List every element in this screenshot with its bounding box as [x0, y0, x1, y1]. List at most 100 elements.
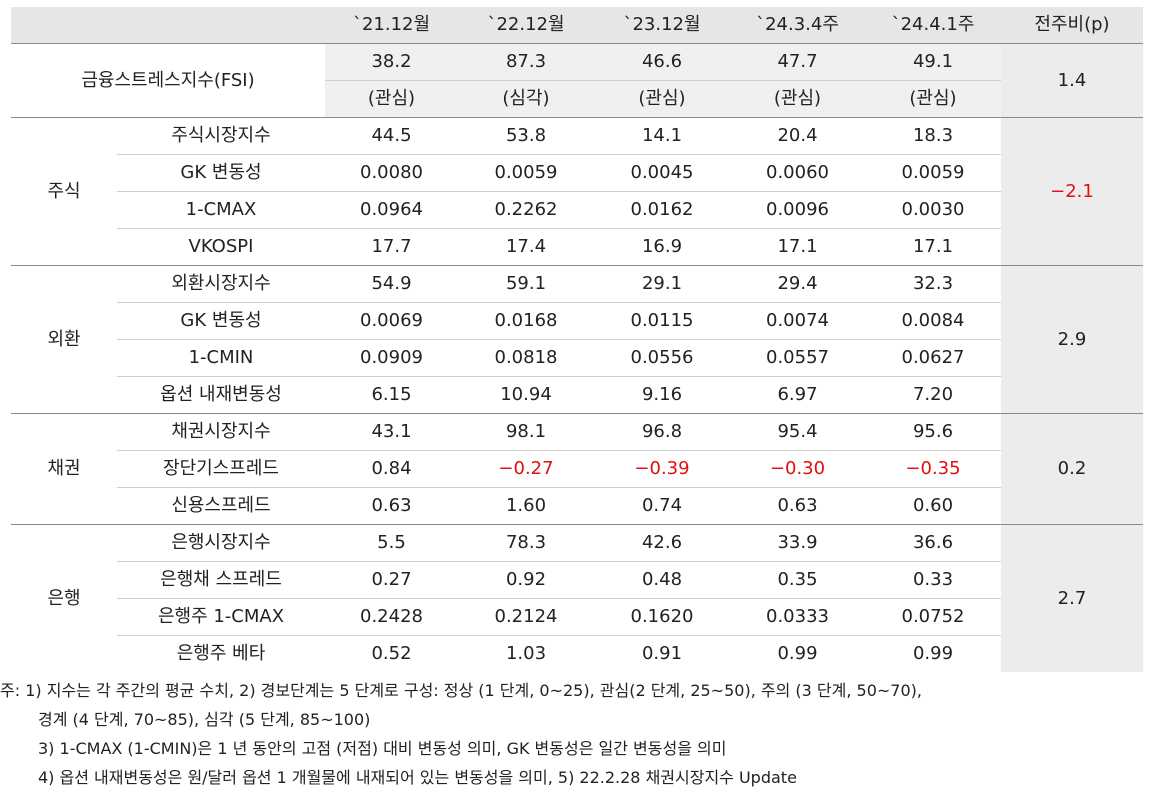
value-cell: 0.2262 [458, 191, 594, 229]
table-row: VKOSPI 17.7 17.4 16.9 17.1 17.1 [11, 229, 1143, 266]
value-cell: 9.16 [641, 384, 683, 405]
table-row: 채권 채권시장지수 43.1 98.1 96.8 95.4 95.6 0.2 [11, 413, 1143, 525]
group-diff: 2.9 [1001, 265, 1143, 414]
fsi-row: 금융스트레스지수(FSI) 38.2 87.3 46.6 47.7 49.1 1… [11, 43, 1143, 118]
fsi-level-row: (관심) (심각) (관심) (관심) (관심) [11, 80, 1143, 118]
value-cell: 6.15 [371, 384, 412, 405]
fsi-value: 47.7 [730, 43, 865, 81]
value-cell: 0.0909 [325, 339, 458, 377]
value-cell: 54.9 [325, 265, 458, 303]
group-name: 채권 [11, 413, 117, 525]
table-row: 은행주 1-CMAX 0.2428 0.2124 0.1620 0.0333 0.0752 [11, 598, 1143, 636]
value-cell: 98.1 [458, 413, 594, 451]
value-cell: 0.0627 [865, 339, 1001, 377]
fsi-label: 금융스트레스지수(FSI) [81, 69, 255, 91]
value-cell: −0.35 [865, 450, 1001, 488]
value-cell: 0.27 [325, 561, 458, 599]
table-row: 신용스프레드 0.63 1.60 0.74 0.63 0.60 [11, 488, 1143, 525]
value-cell: 59.1 [458, 265, 594, 303]
group-diff: 0.2 [1001, 413, 1143, 525]
value-cell: 0.2428 [325, 598, 458, 636]
value-cell: 1.03 [505, 643, 547, 664]
fsi-value: 46.6 [594, 43, 730, 81]
value-cell: 36.6 [865, 524, 1001, 562]
fsi-level: (관심) [594, 80, 730, 118]
value-cell: 33.9 [730, 524, 865, 562]
fsi-value: 49.1 [865, 43, 1001, 81]
value-cell: 96.8 [594, 413, 730, 451]
fsi-level: (심각) [458, 80, 594, 118]
row-label: 은행채 스프레드 [117, 561, 325, 599]
header-blank [11, 7, 325, 44]
value-cell: 0.60 [912, 495, 954, 516]
row-label: 외환시장지수 [117, 265, 325, 303]
value-cell: 0.0059 [458, 154, 594, 192]
footnotes: 주: 1) 지수는 각 주간의 평균 수치, 2) 경보단계는 5 단계로 구성… [0, 676, 1146, 792]
row-label: GK 변동성 [117, 154, 325, 192]
value-cell: 43.1 [325, 413, 458, 451]
value-cell: 0.63 [777, 495, 818, 516]
value-cell: 0.63 [371, 495, 412, 516]
row-label: 1-CMAX [117, 191, 325, 229]
group-diff: 2.7 [1001, 524, 1143, 672]
value-cell: 16.9 [641, 236, 683, 257]
value-cell: 0.48 [594, 561, 730, 599]
value-cell: 0.91 [641, 643, 683, 664]
row-label: GK 변동성 [117, 302, 325, 340]
value-cell: 95.6 [865, 413, 1001, 451]
value-cell: 0.0059 [865, 154, 1001, 192]
table-row: GK 변동성 0.0080 0.0059 0.0045 0.0060 0.0059 [11, 154, 1143, 192]
value-cell: 0.0168 [458, 302, 594, 340]
value-cell: 78.3 [458, 524, 594, 562]
fsi-value: 38.2 [325, 43, 458, 81]
value-cell: 0.0752 [865, 598, 1001, 636]
value-cell: 0.35 [730, 561, 865, 599]
row-label: 장단기스프레드 [117, 450, 325, 488]
value-cell: 53.8 [458, 117, 594, 155]
table-row: 은행 은행시장지수 5.5 78.3 42.6 33.9 36.6 2.7 [11, 524, 1143, 672]
row-label: 채권시장지수 [117, 413, 325, 451]
row-label: VKOSPI [188, 236, 254, 257]
header-col-diff: 전주비(p) [1001, 7, 1143, 44]
value-cell: 0.0030 [865, 191, 1001, 229]
value-cell: 18.3 [865, 117, 1001, 155]
table-row: 주식 주식시장지수 44.5 53.8 14.1 20.4 18.3 −2.1 [11, 117, 1143, 266]
group-diff: −2.1 [1001, 117, 1143, 266]
row-label: 은행시장지수 [117, 524, 325, 562]
value-cell: −0.27 [458, 450, 594, 488]
value-cell: −0.30 [730, 450, 865, 488]
table-row: 장단기스프레드 0.84 −0.27 −0.39 −0.30 −0.35 [11, 450, 1143, 488]
header-col-2212: `22.12월 [458, 7, 594, 44]
footnote-line: 3) 1-CMAX (1-CMIN)은 1 년 동안의 고점 (저점) 대비 변… [38, 739, 727, 758]
value-cell: 17.4 [505, 236, 547, 257]
header-col-2112: `21.12월 [325, 7, 458, 44]
value-cell: 14.1 [594, 117, 730, 155]
row-label: 주식시장지수 [117, 117, 325, 155]
value-cell: 29.1 [594, 265, 730, 303]
row-label: 은행주 베타 [176, 643, 266, 664]
value-cell: 17.1 [777, 236, 818, 257]
footnote-line: 4) 옵션 내재변동성은 원/달러 옵션 1 개월물에 내재되어 있는 변동성을… [38, 768, 797, 787]
value-cell: 0.92 [458, 561, 594, 599]
row-label: 옵션 내재변동성 [160, 384, 282, 405]
value-cell: 0.0080 [325, 154, 458, 192]
table-row: 은행주 베타 0.52 1.03 0.91 0.99 0.99 [11, 636, 1143, 673]
value-cell: 0.0084 [865, 302, 1001, 340]
value-cell: 0.99 [912, 643, 954, 664]
value-cell: 0.52 [371, 643, 412, 664]
value-cell: 0.0556 [594, 339, 730, 377]
row-label: 1-CMIN [117, 339, 325, 377]
value-cell: 5.5 [325, 524, 458, 562]
table-row: 외환 외환시장지수 54.9 59.1 29.1 29.4 32.3 2.9 [11, 265, 1143, 414]
value-cell: 32.3 [865, 265, 1001, 303]
row-label: 신용스프레드 [171, 495, 271, 516]
stress-index-table-container: `21.12월 `22.12월 `23.12월 `24.3.4주 `24.4.1… [11, 7, 1143, 672]
table-row: 1-CMAX 0.0964 0.2262 0.0162 0.0096 0.0030 [11, 191, 1143, 229]
table-row: 1-CMIN 0.0909 0.0818 0.0556 0.0557 0.0627 [11, 339, 1143, 377]
value-cell: 0.0333 [730, 598, 865, 636]
financial-stress-table: `21.12월 `22.12월 `23.12월 `24.3.4주 `24.4.1… [11, 7, 1143, 672]
value-cell: 7.20 [912, 384, 954, 405]
fsi-diff: 1.4 [1001, 43, 1143, 118]
value-cell: 0.0964 [325, 191, 458, 229]
group-name: 주식 [11, 117, 117, 266]
